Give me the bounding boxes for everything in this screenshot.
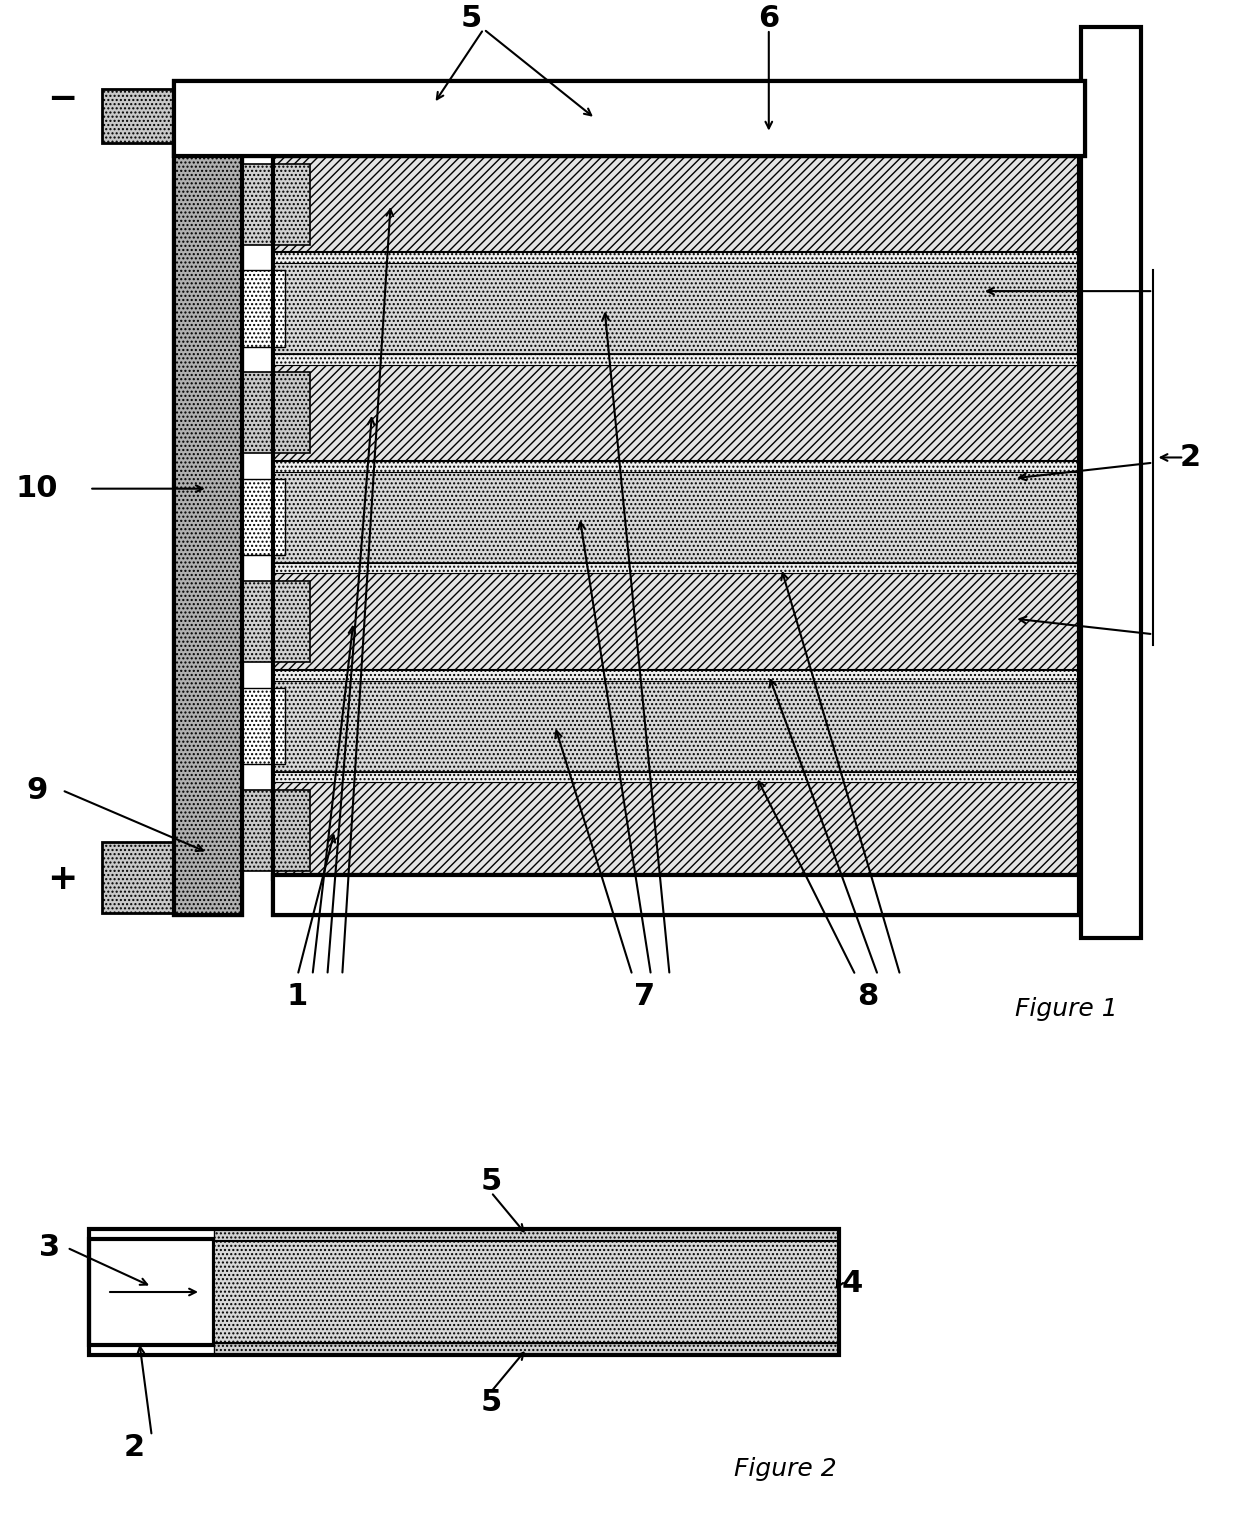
Bar xyxy=(215,1229,839,1242)
Bar xyxy=(273,472,1079,563)
Bar xyxy=(273,876,1079,914)
Bar xyxy=(273,680,1079,772)
Bar xyxy=(174,104,242,914)
Text: 8: 8 xyxy=(857,982,879,1011)
Bar xyxy=(174,81,1085,156)
Bar xyxy=(242,373,310,454)
Bar xyxy=(242,688,285,764)
Bar xyxy=(273,876,1079,914)
Bar xyxy=(273,670,1079,680)
Text: Figure 2: Figure 2 xyxy=(734,1457,837,1482)
Bar xyxy=(89,1238,215,1346)
Text: 5: 5 xyxy=(460,5,482,34)
Bar xyxy=(242,581,310,662)
Text: 4: 4 xyxy=(842,1269,863,1298)
Bar xyxy=(102,89,176,144)
Text: 7: 7 xyxy=(634,982,656,1011)
Text: 6: 6 xyxy=(758,5,780,34)
Bar xyxy=(89,1229,839,1355)
Bar xyxy=(174,104,242,914)
Text: Figure 1: Figure 1 xyxy=(1016,997,1117,1020)
Bar xyxy=(273,156,1079,879)
Text: 1: 1 xyxy=(286,982,309,1011)
Text: 10: 10 xyxy=(16,474,58,503)
Bar xyxy=(273,772,1079,783)
Text: +: + xyxy=(47,861,77,896)
Bar xyxy=(273,156,1079,252)
Text: 5: 5 xyxy=(480,1388,502,1417)
Bar xyxy=(273,573,1079,670)
Text: 2: 2 xyxy=(123,1433,145,1462)
Bar xyxy=(273,263,1079,355)
Bar xyxy=(273,252,1079,263)
Text: 9: 9 xyxy=(26,775,48,804)
Bar xyxy=(242,164,310,245)
Bar xyxy=(242,271,285,347)
Bar xyxy=(273,563,1079,573)
Bar xyxy=(273,783,1079,879)
Bar xyxy=(273,355,1079,365)
Bar xyxy=(242,790,310,872)
Text: −: − xyxy=(47,81,77,116)
Bar xyxy=(174,81,1085,156)
Text: 3: 3 xyxy=(38,1234,60,1261)
Bar xyxy=(215,1242,839,1342)
Bar xyxy=(273,462,1079,472)
Bar xyxy=(215,1342,839,1355)
Bar xyxy=(273,365,1079,462)
Bar xyxy=(1081,28,1141,937)
Bar xyxy=(102,842,176,913)
Bar xyxy=(242,479,285,555)
Text: 5: 5 xyxy=(480,1167,502,1196)
Text: 2: 2 xyxy=(1179,443,1202,472)
